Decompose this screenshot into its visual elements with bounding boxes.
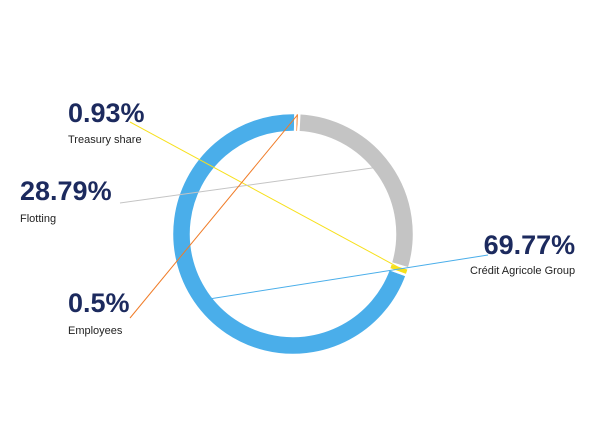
category-label-flotting: Flotting bbox=[20, 213, 57, 225]
callout-employees: 0.5% Employees bbox=[68, 288, 130, 338]
data-label-employees: 0.5% bbox=[68, 288, 130, 318]
leader-line-employees bbox=[129, 114, 298, 319]
leader-line-flotting bbox=[119, 164, 391, 204]
category-label-employees: Employees bbox=[68, 325, 123, 337]
callout-flotting: 28.79% Flotting bbox=[20, 176, 112, 226]
data-label-credit-agricole-group: 69.77% bbox=[483, 230, 576, 260]
slice-flotting bbox=[297, 111, 416, 270]
callout-credit-agricole-group: 69.77% Crédit Agricole Group bbox=[470, 230, 575, 278]
data-label-flotting: 28.79% bbox=[20, 176, 112, 206]
leader-line-treasury-share bbox=[129, 121, 407, 272]
category-label-credit-agricole-group: Crédit Agricole Group bbox=[470, 265, 576, 277]
data-label-treasury-share: 0.93% bbox=[68, 98, 145, 128]
category-label-treasury-share: Treasury share bbox=[68, 134, 142, 146]
callout-treasury-share: 0.93% Treasury share bbox=[68, 98, 145, 147]
leader-line-credit-agricole-group bbox=[194, 254, 489, 302]
